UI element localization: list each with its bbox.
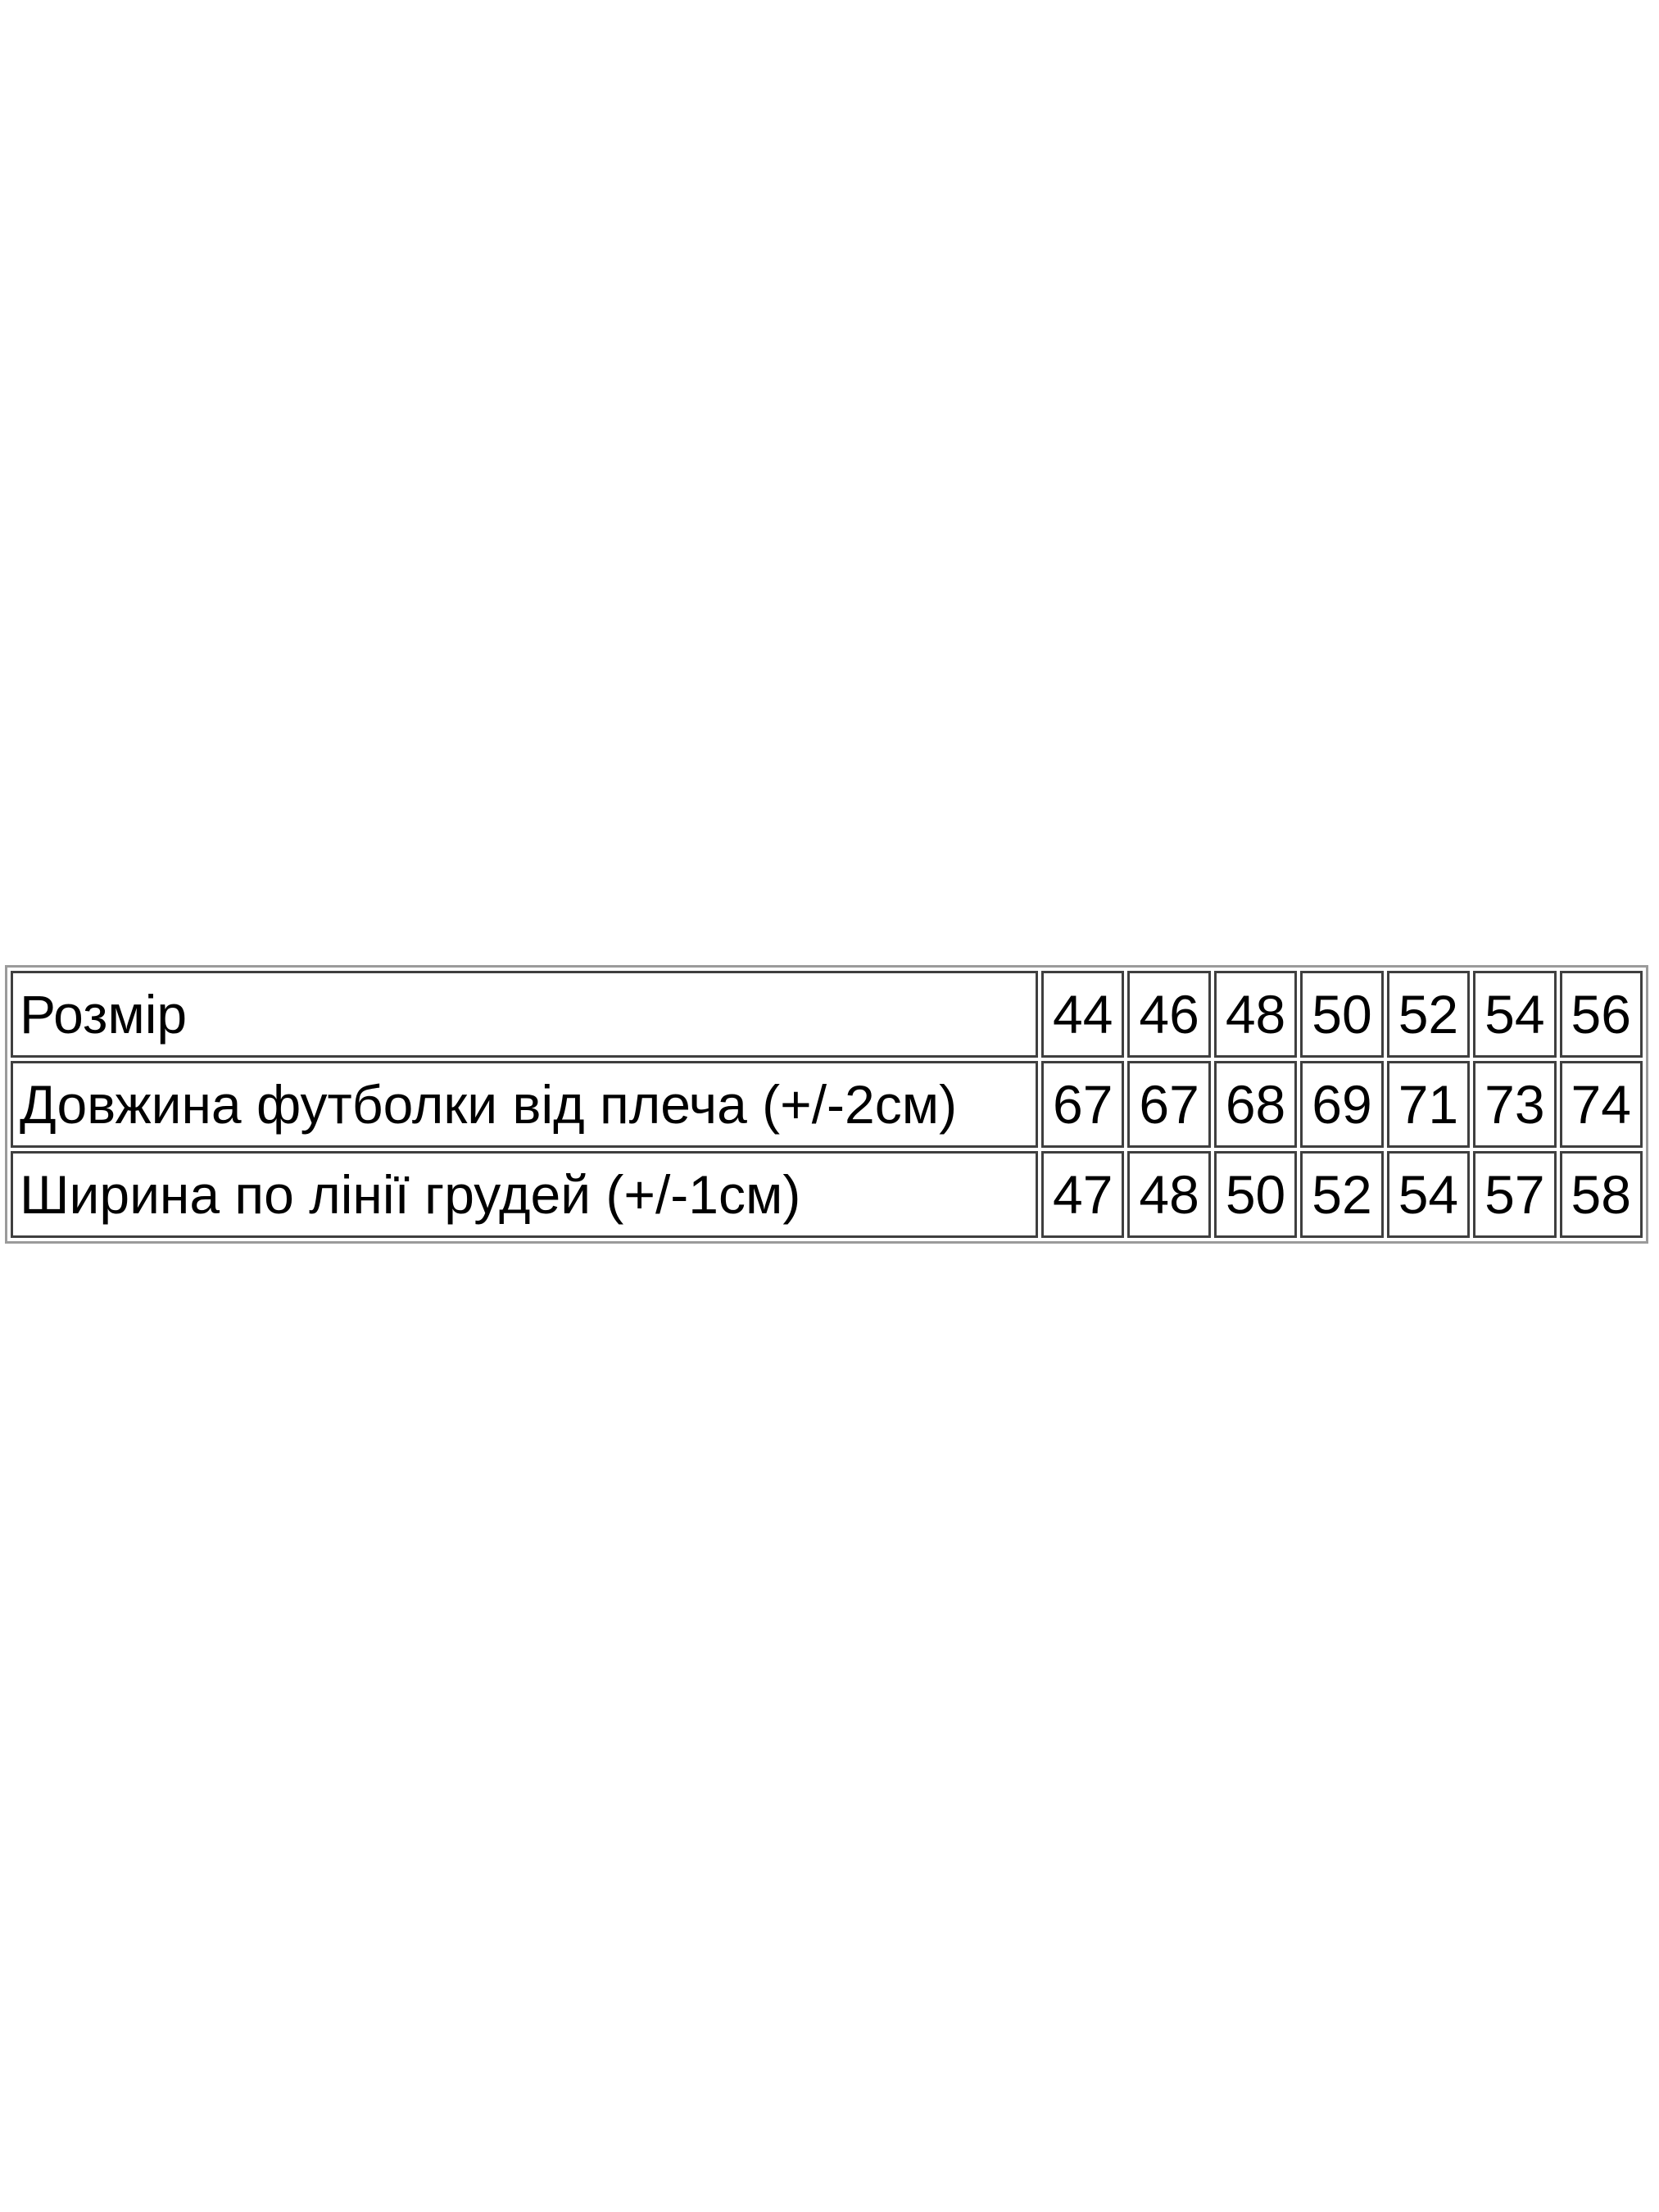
length-value: 67	[1041, 1061, 1125, 1148]
size-value: 52	[1386, 971, 1471, 1058]
size-value: 54	[1473, 971, 1557, 1058]
table-row-width: Ширина по лінії грудей (+/-1см) 47 48 50…	[11, 1151, 1643, 1238]
size-value: 44	[1041, 971, 1125, 1058]
length-value: 74	[1559, 1061, 1643, 1148]
table-row-length: Довжина футболки від плеча (+/-2см) 67 6…	[11, 1061, 1643, 1148]
size-value: 48	[1213, 971, 1298, 1058]
width-value: 54	[1386, 1151, 1471, 1238]
row-label-width: Ширина по лінії грудей (+/-1см)	[11, 1151, 1038, 1238]
row-label-size: Розмір	[11, 971, 1038, 1058]
width-value: 52	[1300, 1151, 1384, 1238]
table-row-size: Розмір 44 46 48 50 52 54 56	[11, 971, 1643, 1058]
width-value: 47	[1041, 1151, 1125, 1238]
width-value: 57	[1473, 1151, 1557, 1238]
row-label-length: Довжина футболки від плеча (+/-2см)	[11, 1061, 1038, 1148]
width-value: 58	[1559, 1151, 1643, 1238]
length-value: 73	[1473, 1061, 1557, 1148]
size-value: 56	[1559, 971, 1643, 1058]
width-value: 48	[1127, 1151, 1211, 1238]
length-value: 71	[1386, 1061, 1471, 1148]
length-value: 69	[1300, 1061, 1384, 1148]
size-value: 46	[1127, 971, 1211, 1058]
length-value: 68	[1213, 1061, 1298, 1148]
size-chart-table: Розмір 44 46 48 50 52 54 56 Довжина футб…	[5, 965, 1648, 1244]
width-value: 50	[1213, 1151, 1298, 1238]
size-value: 50	[1300, 971, 1384, 1058]
length-value: 67	[1127, 1061, 1211, 1148]
